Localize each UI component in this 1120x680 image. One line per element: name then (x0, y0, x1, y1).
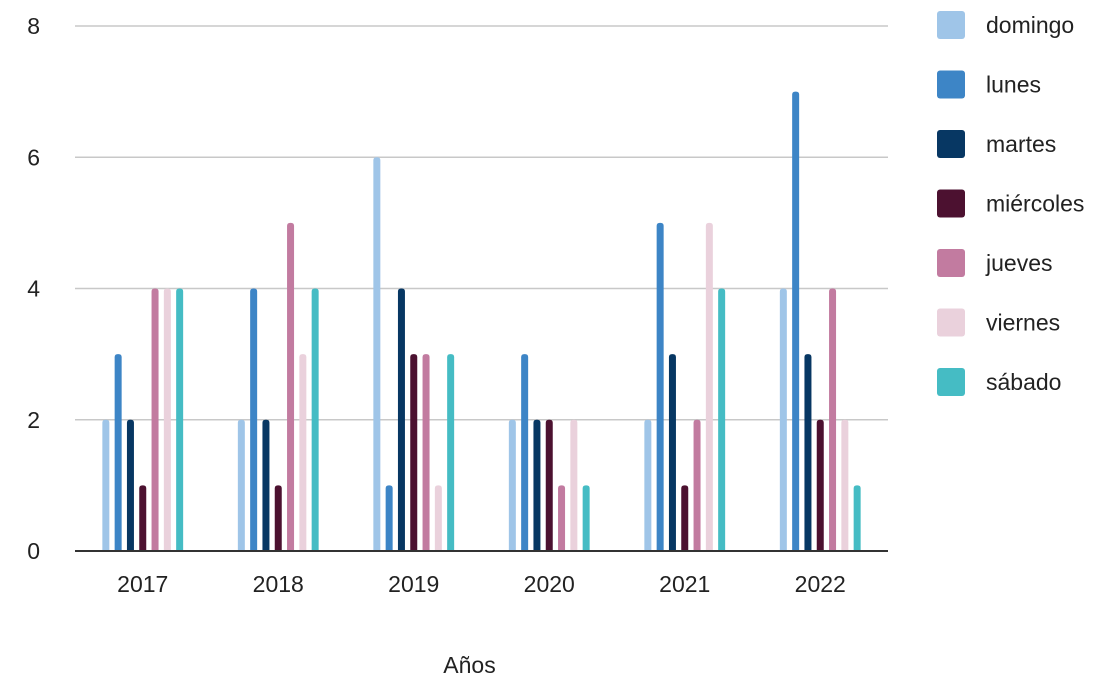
legend-label-jueves: jueves (985, 250, 1052, 276)
bar-miércoles-2019 (410, 354, 418, 551)
bar-martes-2017 (126, 419, 134, 551)
x-tick-label: 2017 (117, 571, 168, 597)
legend-swatch-miércoles (937, 189, 965, 218)
bar-jueves-2017 (151, 288, 159, 551)
bar-martes-2019 (397, 288, 405, 551)
bar-jueves-2020 (558, 485, 566, 551)
bar-domingo-2021 (644, 419, 652, 551)
bar-miércoles-2020 (545, 419, 553, 551)
bar-sábado-2021 (718, 288, 726, 551)
bar-miércoles-2021 (681, 485, 689, 551)
legend-swatch-domingo (937, 11, 965, 39)
legend-label-sábado: sábado (986, 369, 1061, 395)
bar-sábado-2018 (311, 288, 319, 551)
bar-sábado-2017 (176, 288, 184, 551)
bar-jueves-2022 (829, 288, 837, 551)
bar-domingo-2020 (508, 419, 516, 551)
legend-label-lunes: lunes (986, 72, 1041, 98)
bar-miércoles-2017 (139, 485, 147, 551)
bar-lunes-2017 (114, 354, 122, 551)
legend-swatch-sábado (937, 368, 965, 396)
y-tick-label: 2 (27, 407, 40, 433)
bar-domingo-2017 (102, 419, 110, 551)
x-tick-label: 2018 (253, 571, 304, 597)
bar-miércoles-2018 (274, 485, 282, 551)
bar-miércoles-2022 (816, 419, 824, 551)
bar-viernes-2021 (705, 222, 713, 551)
bar-viernes-2018 (299, 354, 307, 551)
gridlines (75, 25, 888, 421)
bar-domingo-2019 (373, 157, 381, 551)
x-tick-label: 2022 (795, 571, 846, 597)
bar-viernes-2019 (434, 485, 442, 551)
x-tick-label: 2021 (659, 571, 710, 597)
y-axis-ticks: 0 2 4 6 8 (27, 13, 40, 564)
legend-swatch-lunes (937, 70, 965, 99)
bar-lunes-2018 (250, 288, 258, 551)
bar-martes-2020 (533, 419, 541, 551)
bar-jueves-2021 (693, 419, 701, 551)
legend-label-domingo: domingo (986, 12, 1074, 38)
bar-domingo-2018 (237, 419, 245, 551)
legend-swatch-martes (937, 130, 965, 158)
x-axis-ticks: 2017 2018 2019 2020 2021 2022 (117, 571, 846, 597)
y-tick-label: 6 (27, 144, 40, 170)
bar-viernes-2022 (841, 419, 849, 551)
y-tick-label: 0 (27, 538, 40, 564)
legend-swatch-viernes (937, 308, 965, 337)
x-tick-label: 2020 (524, 571, 575, 597)
bars (102, 91, 861, 551)
bar-sábado-2022 (853, 485, 861, 551)
x-axis-title: Años (443, 652, 495, 678)
bar-domingo-2022 (779, 288, 787, 551)
bar-viernes-2017 (163, 288, 171, 551)
bar-sábado-2020 (582, 485, 590, 551)
bar-sábado-2019 (447, 354, 455, 551)
bar-martes-2022 (804, 354, 812, 551)
bar-jueves-2018 (287, 222, 295, 551)
legend-label-viernes: viernes (986, 310, 1060, 336)
bar-jueves-2019 (422, 354, 430, 551)
legend-label-martes: martes (986, 131, 1056, 157)
bar-viernes-2020 (570, 419, 578, 551)
y-tick-label: 8 (27, 13, 40, 39)
legend: domingo lunes martes miércoles jueves viernes… (937, 11, 1084, 396)
x-tick-label: 2019 (388, 571, 439, 597)
bar-lunes-2020 (521, 354, 529, 551)
bar-lunes-2022 (792, 91, 800, 551)
bar-martes-2021 (668, 354, 676, 551)
legend-label-miércoles: miércoles (986, 191, 1084, 217)
y-tick-label: 4 (27, 276, 40, 302)
bar-martes-2018 (262, 419, 270, 551)
legend-swatch-jueves (937, 249, 965, 277)
bar-lunes-2019 (385, 485, 393, 551)
bar-lunes-2021 (656, 222, 664, 551)
